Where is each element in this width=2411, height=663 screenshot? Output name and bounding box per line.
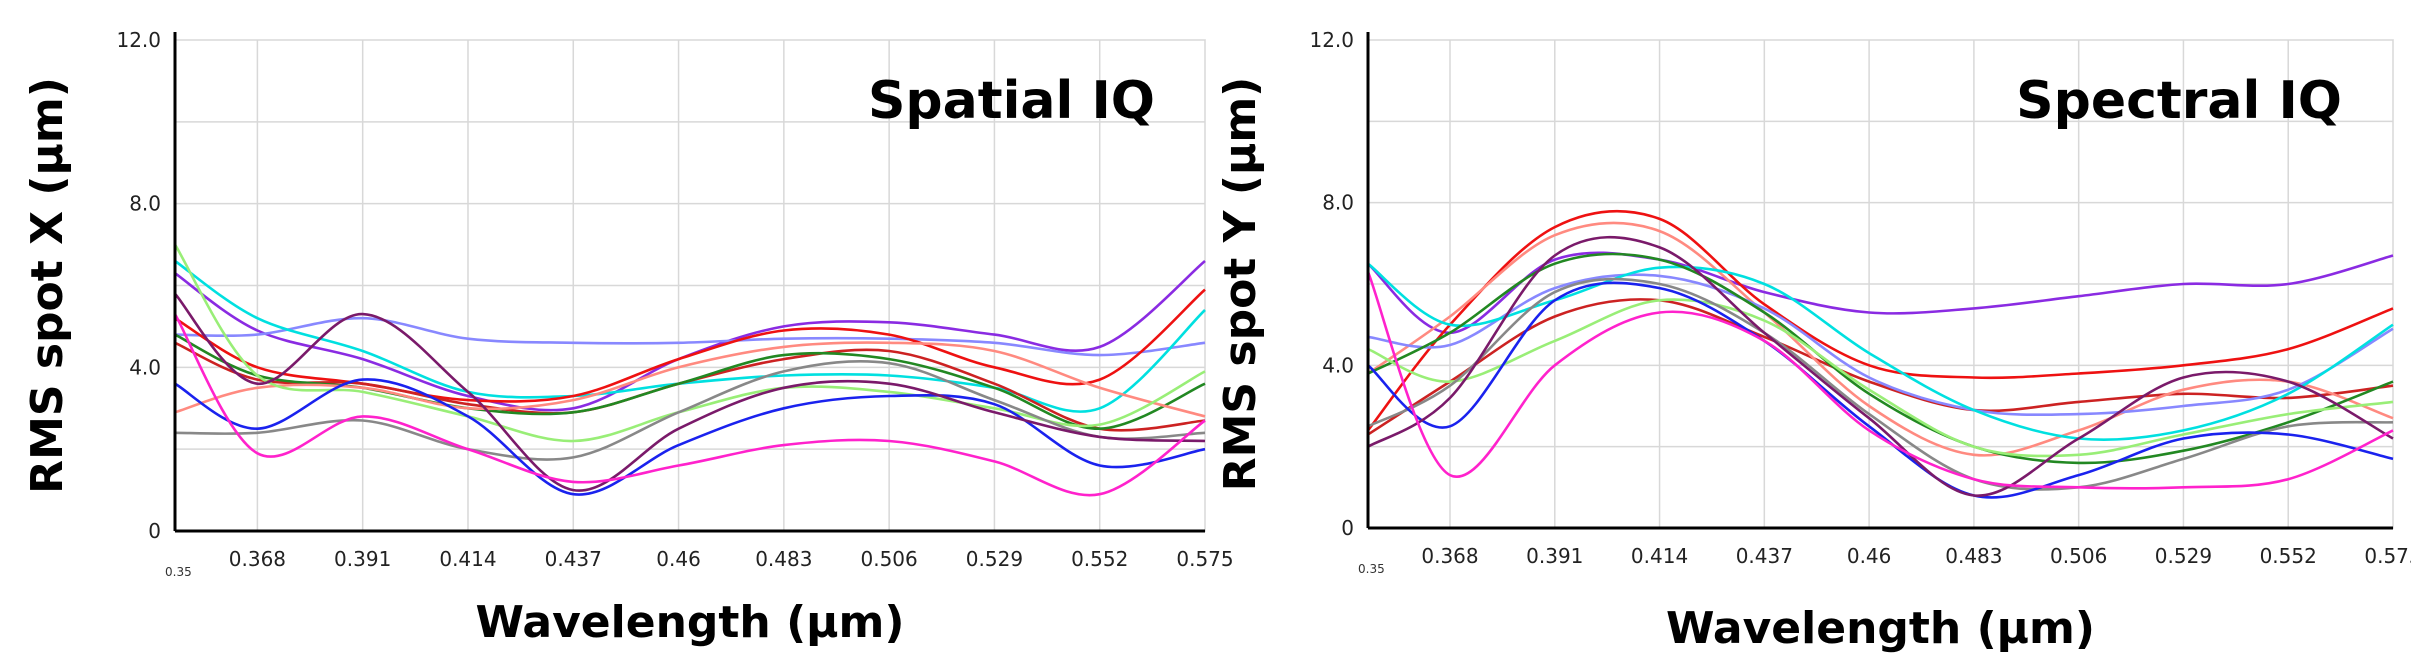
y-tick-label: 8.0 bbox=[1322, 191, 1354, 215]
x-tick-label: 0.414 bbox=[1631, 544, 1688, 568]
x-tick-label: 0.552 bbox=[1071, 547, 1128, 571]
series-line bbox=[174, 292, 1206, 492]
x-tick-label: 0.506 bbox=[2050, 544, 2107, 568]
x-tick-label: 0.46 bbox=[1847, 544, 1892, 568]
chart-spectral-iq: 0.368 0.391 0.414 0.437 0.46 0.483 0.506 0.529 0… bbox=[1215, 28, 2411, 654]
series-line bbox=[174, 360, 1206, 461]
x-tick-label: 0.483 bbox=[755, 547, 812, 571]
x-tick-label: 0.437 bbox=[1736, 544, 1793, 568]
x-axis-title: Wavelength (μm) bbox=[475, 597, 904, 648]
x-tick-label: 0.506 bbox=[861, 547, 918, 571]
y-tick-label: 8.0 bbox=[129, 192, 161, 216]
y-tick-label: 4.0 bbox=[129, 355, 161, 379]
x-tick-label: 0.391 bbox=[1526, 544, 1583, 568]
y-tick-label: 0 bbox=[1341, 516, 1354, 540]
series-line bbox=[1367, 281, 2394, 499]
x-tick-label: 0.368 bbox=[1421, 544, 1478, 568]
series-line bbox=[1367, 235, 2394, 497]
y-tick-label: 12.0 bbox=[116, 28, 161, 52]
chart-title: Spatial IQ bbox=[868, 71, 1155, 131]
chart-spatial-iq: 0.368 0.391 0.414 0.437 0.46 0.483 0.506 0.529 0… bbox=[22, 28, 1234, 648]
series-line bbox=[1367, 252, 2394, 465]
series-line bbox=[174, 288, 1206, 403]
x-tick-label: 0.529 bbox=[2155, 544, 2212, 568]
x-tick-label: 0.414 bbox=[439, 547, 496, 571]
y-tick-label: 0 bbox=[148, 519, 161, 543]
series-line bbox=[173, 313, 1206, 497]
x-axis-title: Wavelength (μm) bbox=[1666, 603, 2095, 654]
x-tick-label: 0.391 bbox=[334, 547, 391, 571]
series-line bbox=[174, 316, 1206, 357]
y-tick-label: 4.0 bbox=[1322, 353, 1354, 377]
series-line bbox=[1366, 271, 2394, 490]
x-tick-label: 0.483 bbox=[1945, 544, 2002, 568]
y-axis-title: RMS spot Y (μm) bbox=[1215, 77, 1266, 492]
series-line bbox=[1367, 221, 2394, 457]
series-line bbox=[1366, 209, 2394, 432]
series-line bbox=[1367, 277, 2394, 491]
x-tick-label: 0.46 bbox=[656, 547, 701, 571]
series-line bbox=[1367, 298, 2394, 458]
x-tick-label: 0.575 bbox=[2364, 544, 2411, 568]
x-min-label: 0.35 bbox=[165, 565, 192, 579]
series-line bbox=[1367, 273, 2394, 417]
series-line bbox=[1367, 262, 2394, 442]
y-axis-title: RMS spot X (μm) bbox=[22, 77, 73, 494]
x-tick-label: 0.575 bbox=[1176, 547, 1233, 571]
y-tick-label: 12.0 bbox=[1309, 28, 1354, 52]
x-tick-label: 0.552 bbox=[2260, 544, 2317, 568]
x-tick-label: 0.529 bbox=[966, 547, 1023, 571]
x-min-label: 0.35 bbox=[1358, 562, 1385, 576]
x-tick-label: 0.437 bbox=[545, 547, 602, 571]
x-tick-label: 0.368 bbox=[229, 547, 286, 571]
series-line bbox=[174, 378, 1206, 496]
series-line bbox=[174, 259, 1206, 412]
chart-title: Spectral IQ bbox=[2016, 71, 2342, 131]
